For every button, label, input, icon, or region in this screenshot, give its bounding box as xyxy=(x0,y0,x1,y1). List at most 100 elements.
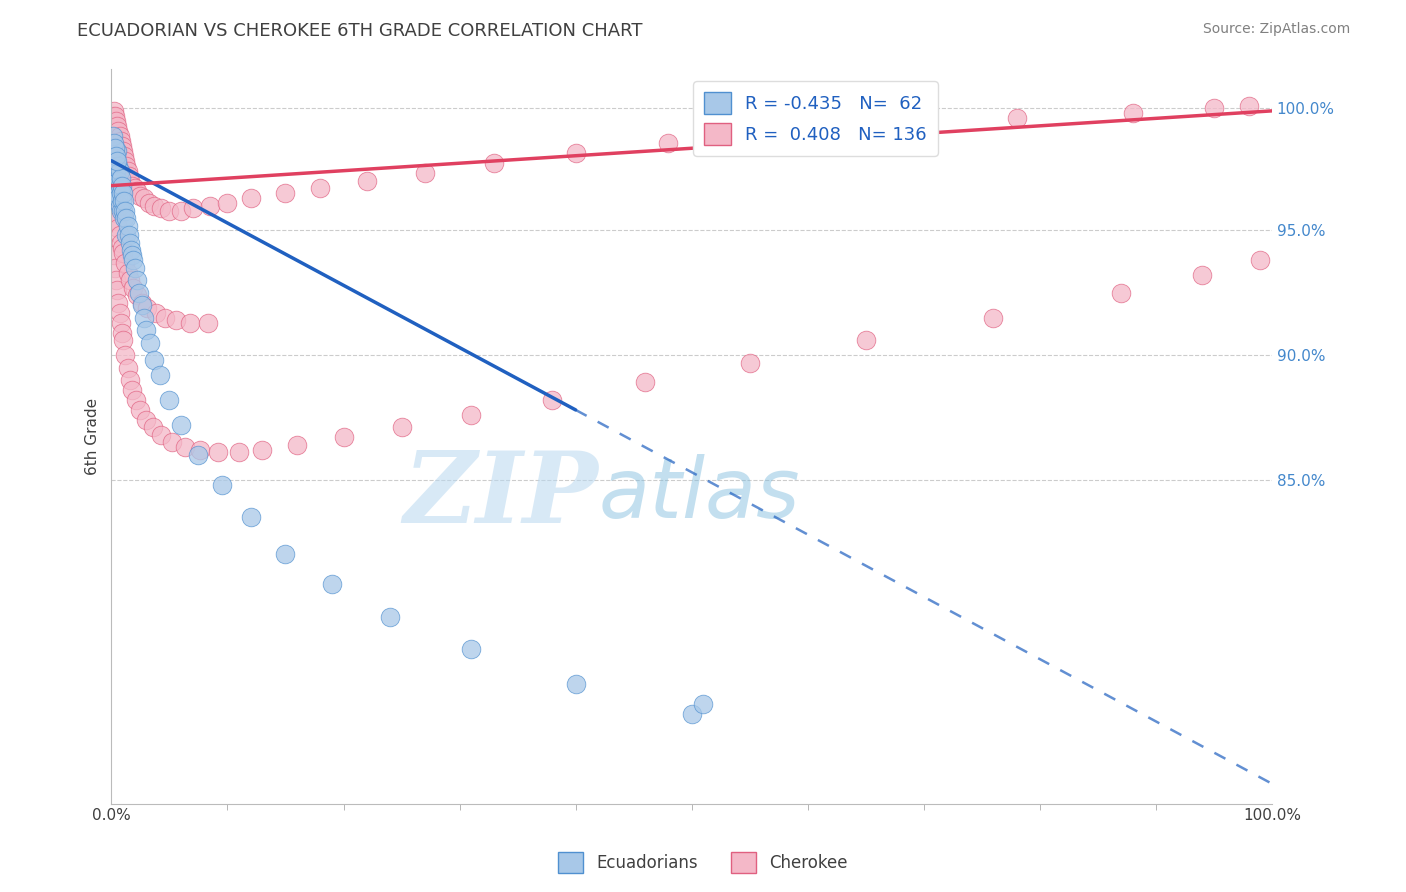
Point xyxy=(124,181,146,195)
Point xyxy=(103,103,125,118)
Point xyxy=(181,201,204,215)
Point xyxy=(145,306,167,320)
Point xyxy=(115,211,138,225)
Point xyxy=(118,228,141,243)
Point xyxy=(252,442,274,457)
Point xyxy=(274,548,297,562)
Text: atlas: atlas xyxy=(599,454,800,535)
Point xyxy=(309,181,332,195)
Point xyxy=(125,392,148,407)
Point xyxy=(111,138,134,153)
Point xyxy=(101,161,124,176)
Point xyxy=(117,360,139,375)
Point xyxy=(117,163,139,178)
Point xyxy=(321,577,343,591)
Point xyxy=(111,153,134,168)
Point xyxy=(877,119,900,133)
Point xyxy=(564,146,586,161)
Point xyxy=(105,159,128,173)
Point xyxy=(198,198,221,212)
Point xyxy=(103,178,125,193)
Point xyxy=(121,248,143,262)
Point xyxy=(112,194,135,208)
Point xyxy=(104,169,127,183)
Point xyxy=(111,326,134,340)
Point xyxy=(855,333,877,347)
Point xyxy=(108,144,131,158)
Point xyxy=(111,333,134,347)
Point xyxy=(111,203,134,218)
Point xyxy=(110,235,132,250)
Point xyxy=(104,153,127,168)
Point xyxy=(128,285,150,300)
Point xyxy=(107,295,129,310)
Point xyxy=(104,174,127,188)
Point xyxy=(114,203,136,218)
Point xyxy=(111,159,134,173)
Point xyxy=(108,228,131,243)
Point xyxy=(159,392,181,407)
Point xyxy=(101,128,124,143)
Point xyxy=(103,146,125,161)
Point xyxy=(110,316,132,330)
Point xyxy=(105,134,128,148)
Point xyxy=(107,169,129,183)
Point xyxy=(160,435,183,450)
Point xyxy=(762,126,785,140)
Point xyxy=(108,163,131,178)
Point xyxy=(149,368,172,382)
Point xyxy=(112,211,135,225)
Point xyxy=(239,510,262,524)
Legend: Ecuadorians, Cherokee: Ecuadorians, Cherokee xyxy=(551,846,855,880)
Point xyxy=(115,159,138,173)
Point xyxy=(131,295,153,310)
Point xyxy=(125,288,148,302)
Point xyxy=(112,149,135,163)
Point xyxy=(657,136,679,151)
Point xyxy=(104,198,127,212)
Point xyxy=(135,413,157,427)
Point xyxy=(107,153,129,168)
Point xyxy=(105,206,128,220)
Point xyxy=(111,241,134,255)
Point xyxy=(114,348,136,362)
Point xyxy=(484,156,506,170)
Point xyxy=(107,124,129,138)
Point xyxy=(122,281,145,295)
Point xyxy=(211,477,233,491)
Point xyxy=(153,310,176,325)
Point xyxy=(105,153,128,168)
Point xyxy=(105,153,128,168)
Point xyxy=(110,163,132,178)
Point xyxy=(103,131,125,145)
Point xyxy=(105,113,128,128)
Point xyxy=(1191,268,1213,283)
Point xyxy=(103,119,125,133)
Point xyxy=(105,174,128,188)
Point xyxy=(110,171,132,186)
Point xyxy=(105,161,128,176)
Point xyxy=(105,169,128,183)
Point xyxy=(111,178,134,193)
Point xyxy=(105,149,128,163)
Point xyxy=(170,417,193,432)
Point xyxy=(105,213,128,227)
Point xyxy=(118,235,141,250)
Point xyxy=(108,198,131,212)
Point xyxy=(108,178,131,193)
Point xyxy=(135,323,157,337)
Text: Source: ZipAtlas.com: Source: ZipAtlas.com xyxy=(1202,22,1350,37)
Point xyxy=(103,248,125,262)
Point xyxy=(111,246,134,260)
Point xyxy=(1249,253,1271,268)
Point xyxy=(110,134,132,148)
Point xyxy=(111,186,134,200)
Point xyxy=(1109,285,1132,300)
Point xyxy=(138,196,160,211)
Point xyxy=(107,221,129,235)
Point xyxy=(103,136,125,151)
Point xyxy=(117,266,139,280)
Text: ZIP: ZIP xyxy=(404,447,599,543)
Point xyxy=(1005,112,1028,126)
Point xyxy=(114,256,136,270)
